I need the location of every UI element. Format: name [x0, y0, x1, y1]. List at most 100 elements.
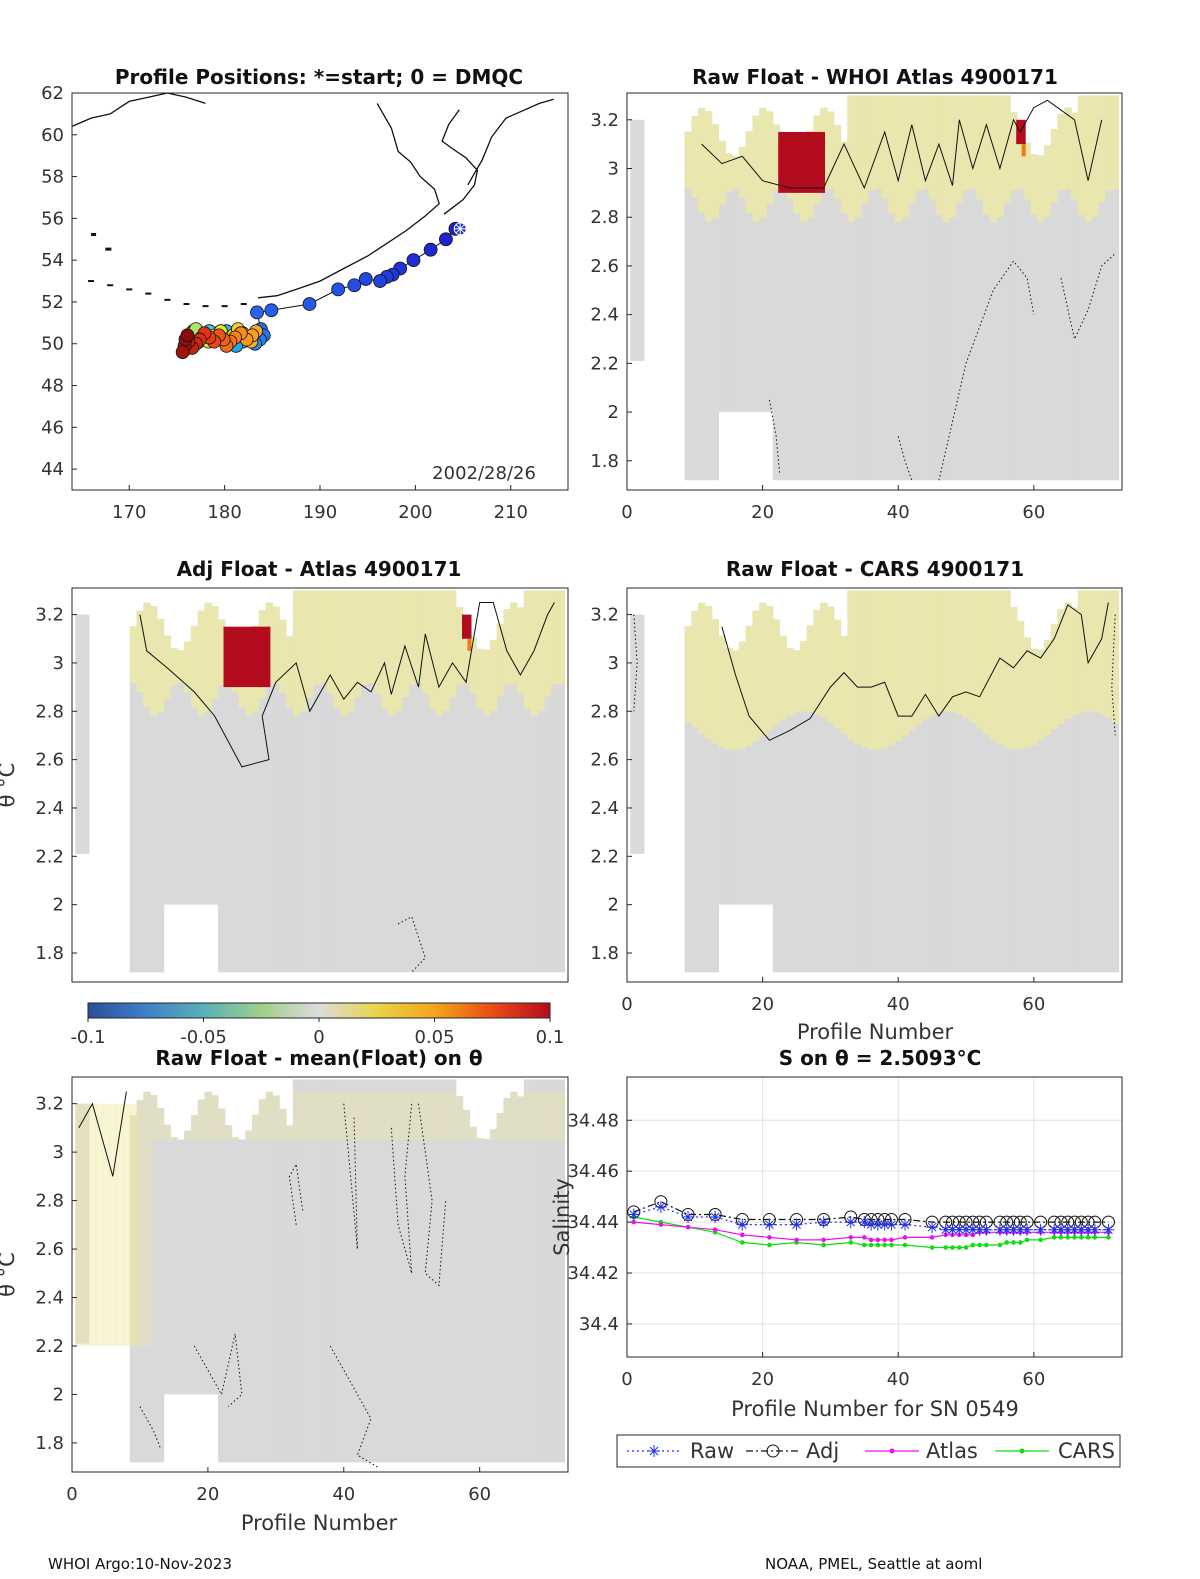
h2-ytick-label: 2	[53, 895, 64, 916]
h1-profile-column	[867, 95, 875, 481]
h4-profile-column	[265, 1091, 273, 1463]
h1-profile-column	[1037, 155, 1045, 481]
h3-warm-anomaly-cell	[732, 650, 740, 750]
h1-ytick-label: 3	[608, 159, 619, 180]
h1-profile-column	[888, 95, 896, 481]
salinity-point-cars	[902, 1242, 908, 1248]
salinity-point-cars	[1017, 1240, 1023, 1245]
map-ytick-label: 60	[41, 125, 64, 146]
h2-warm-anomaly-cell	[449, 590, 457, 697]
h1-profile-column	[704, 111, 713, 481]
h2-warm-anomaly-cell	[136, 610, 144, 693]
h4-warm-anomaly-cell	[170, 1137, 178, 1141]
h2-warm-anomaly-cell	[374, 590, 382, 694]
h4-warm-anomaly-cell	[252, 1114, 260, 1141]
salinity-point-cars	[929, 1245, 935, 1250]
h2-profile-column	[374, 590, 382, 973]
salinity-point-atlas	[868, 1237, 874, 1243]
h4-warm-anomaly-cell	[408, 1091, 416, 1141]
h4-warm-anomaly-cell	[95, 1103, 104, 1346]
h1-warm-anomaly-cell	[860, 95, 869, 204]
h3-warm-anomaly-cell	[840, 636, 848, 734]
h4-warm-anomaly-cell	[150, 1095, 158, 1141]
start-marker	[453, 222, 467, 236]
h2-profile-column	[408, 590, 416, 973]
salinity-point-atlas	[882, 1237, 887, 1243]
salinity-point-raw	[844, 1216, 857, 1229]
h2-ytick-label: 3	[53, 653, 64, 674]
map-ytick-label: 62	[41, 83, 64, 104]
h2-warm-anomaly-cell	[286, 636, 294, 708]
h2-warm-anomaly-cell	[510, 602, 518, 684]
h2-profile-column	[557, 590, 566, 973]
h2-warm-anomaly-cell	[211, 606, 219, 699]
h3-warm-anomaly-cell	[962, 590, 970, 719]
h3-warm-anomaly-cell	[935, 590, 943, 713]
h2-profile-column	[326, 590, 335, 973]
h1-warm-anomaly-cell	[1044, 145, 1052, 217]
h2-profile-column	[143, 602, 151, 973]
salinity-xtick-label: 20	[751, 1369, 774, 1390]
h1-profile-column	[1091, 95, 1099, 481]
h3-negative-contour	[633, 614, 638, 712]
island	[145, 292, 152, 295]
h3-title: Raw Float - CARS 4900171	[726, 557, 1024, 581]
salinity-point-cars	[1024, 1237, 1030, 1243]
h3-warm-anomaly-cell	[704, 606, 713, 740]
h3-profile-column	[745, 625, 753, 905]
h4-profile-column	[150, 1095, 158, 1463]
map-ytick-label: 52	[41, 292, 64, 313]
h2-profile-column	[489, 639, 498, 973]
h2-warm-anomaly-cell	[489, 639, 498, 711]
h4-warm-anomaly-cell	[381, 1091, 389, 1141]
h3-profile-column	[867, 590, 875, 973]
h1-warm-anomaly-cell	[976, 95, 984, 200]
h3-warm-anomaly-cell	[881, 590, 889, 749]
h1-profile-column	[894, 95, 903, 481]
h1-profile-column	[1084, 95, 1092, 481]
salinity-frame	[626, 1076, 1123, 1358]
h2-profile-column	[292, 590, 301, 973]
salinity-point-cars	[1092, 1235, 1098, 1240]
h3-profile-column	[915, 590, 923, 973]
legend-marker-raw	[648, 1445, 660, 1457]
salinity-point-cars	[862, 1242, 867, 1248]
h4-warm-anomaly-cell	[442, 1091, 450, 1141]
h3-profile-column	[793, 650, 801, 973]
h2-profile-column	[204, 602, 212, 905]
h2-profile-column	[170, 647, 178, 905]
island	[107, 284, 114, 287]
h4-profile-column	[286, 1125, 294, 1463]
h4-warm-anomaly-cell	[476, 1137, 484, 1141]
h1-warm-anomaly-cell	[1105, 95, 1113, 191]
h1-warm-anomaly-cell	[684, 131, 692, 189]
h4-ytick-label: 1.8	[35, 1433, 64, 1454]
map-xtick-label: 190	[303, 502, 337, 523]
h4-warm-anomaly-cell	[129, 1103, 138, 1346]
salinity-point-cars	[875, 1242, 881, 1248]
h3-profile-column	[854, 590, 862, 973]
salinity-point-cars	[1051, 1235, 1057, 1240]
h1-profile-column	[982, 95, 991, 481]
h1-frame	[626, 92, 1123, 491]
h1-profile-column	[874, 95, 882, 481]
h3-profile-column	[1057, 609, 1065, 973]
h1-profile-column	[799, 146, 808, 481]
h4-profile-column	[231, 1137, 239, 1463]
h2-warm-anomaly-cell	[401, 590, 409, 698]
h4-warm-anomaly-cell	[557, 1091, 566, 1141]
h2-warm-anomaly-cell	[435, 590, 443, 717]
h3-profile-column	[962, 590, 970, 973]
h1-anomaly-block	[778, 131, 825, 193]
h3-profile-column	[637, 614, 645, 854]
h3-warm-anomaly-cell	[955, 590, 964, 715]
h4-profile-column	[360, 1079, 369, 1463]
h4-profile-column	[177, 1139, 185, 1395]
h1-warm-anomaly-cell	[962, 95, 970, 191]
salinity-title: S on θ = 2.5093°C	[779, 1046, 982, 1070]
h4-profile-column	[442, 1079, 450, 1463]
h2-ytick-label: 2.2	[35, 846, 64, 867]
h4-profile-column	[156, 1108, 165, 1463]
h1-ytick-label: 2	[608, 402, 619, 423]
h2-zero-contour	[139, 602, 555, 768]
